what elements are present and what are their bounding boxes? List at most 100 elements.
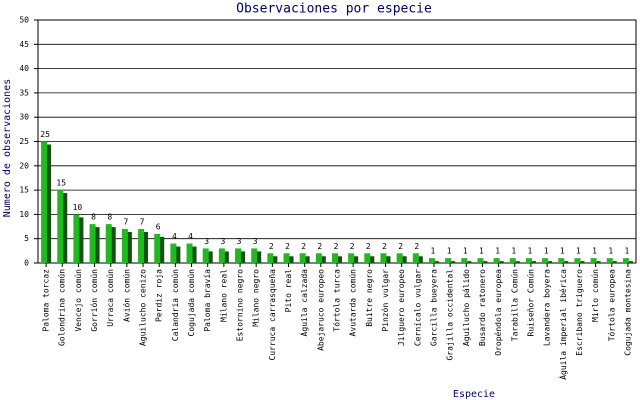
x-tick-label: Águila imperial ibérica — [557, 269, 568, 380]
value-label: 1 — [431, 247, 436, 256]
bar-shadow — [61, 193, 68, 263]
x-tick-label: Perdiz roja — [155, 269, 164, 322]
value-label: 15 — [56, 179, 66, 188]
bar — [574, 258, 581, 263]
value-label: 3 — [253, 237, 258, 246]
x-tick-label: Lavandera boyera — [543, 269, 552, 346]
x-tick-label: Busardo ratonero — [478, 269, 487, 346]
bar-shadow — [190, 246, 197, 263]
bar-shadow — [578, 261, 585, 263]
value-label: 7 — [140, 217, 145, 226]
x-tick-label: Pinzón vulgar — [380, 269, 390, 332]
bar-shadow — [77, 217, 84, 263]
value-label: 1 — [463, 247, 468, 256]
x-tick-label: Tórtola europea — [606, 269, 616, 341]
bar-shadow — [497, 261, 504, 263]
value-label: 4 — [188, 232, 193, 241]
x-tick-label: Avión común — [121, 269, 131, 322]
bar-shadow — [594, 261, 601, 263]
value-label: 2 — [350, 242, 355, 251]
bar — [105, 224, 112, 263]
value-label: 2 — [301, 242, 306, 251]
y-tick-label: 35 — [19, 88, 29, 97]
bar — [283, 253, 290, 263]
bar-shadow — [610, 261, 617, 263]
x-tick-label: Tórtola turca — [332, 269, 342, 332]
y-tick-label: 15 — [19, 186, 29, 195]
x-tick-label: Jilguero europeo — [397, 269, 406, 346]
bar-shadow — [529, 261, 536, 263]
x-tick-label: Buitre negro — [365, 269, 374, 327]
bar — [380, 253, 387, 263]
x-tick-label: Grajilla occidental — [446, 269, 455, 361]
x-tick-label: Milano real — [219, 269, 228, 322]
bar-shadow — [125, 231, 132, 263]
bar-shadow — [432, 261, 439, 263]
value-label: 3 — [220, 237, 225, 246]
bar-shadow — [546, 261, 553, 263]
bar — [138, 228, 145, 263]
x-tick-label: Cernícalo vulgar — [413, 269, 422, 346]
value-label: 1 — [479, 247, 484, 256]
x-tick-label: Gorrión común — [89, 269, 99, 332]
value-label: 1 — [528, 247, 533, 256]
y-tick-label: 45 — [19, 40, 29, 49]
value-label: 1 — [544, 247, 549, 256]
chart-title: Observaciones por especie — [236, 2, 432, 17]
bar — [477, 258, 484, 263]
bar-shadow — [384, 256, 391, 263]
bar — [509, 258, 516, 263]
bar-shadow — [109, 227, 116, 263]
value-label: 1 — [576, 247, 581, 256]
bar-shadow — [239, 251, 246, 263]
bar — [364, 253, 371, 263]
x-tick-label: Golondrina común — [58, 269, 67, 346]
value-label: 1 — [511, 247, 516, 256]
bar-shadow — [626, 261, 633, 263]
y-tick-label: 5 — [24, 234, 29, 243]
bar — [218, 248, 225, 263]
bar — [622, 258, 629, 263]
x-axis-label: Especie — [453, 389, 495, 400]
bar-shadow — [303, 256, 310, 263]
x-tick-label: Tarabilla Común — [510, 269, 519, 341]
value-label: 1 — [592, 247, 597, 256]
bar — [332, 253, 338, 263]
value-label: 2 — [366, 242, 371, 251]
value-label: 2 — [414, 242, 419, 251]
x-tick-label: Aguilucho cenizo — [139, 269, 148, 346]
value-label: 2 — [398, 242, 403, 251]
bar-shadow — [93, 227, 100, 263]
y-axis-label: Numero de observaciones — [2, 79, 13, 217]
value-label: 2 — [285, 242, 290, 251]
x-tick-label: Paloma torcaz — [42, 269, 51, 332]
bar-shadow — [336, 256, 342, 263]
value-label: 8 — [107, 213, 112, 222]
x-tick-label: Milano negro — [252, 269, 261, 327]
y-tick-label: 25 — [19, 137, 29, 146]
bar — [445, 258, 452, 263]
bar — [558, 258, 565, 263]
y-tick-label: 30 — [19, 113, 29, 122]
value-label: 8 — [91, 213, 96, 222]
bar — [57, 190, 64, 263]
bar-shadow — [142, 231, 149, 263]
value-label: 3 — [237, 237, 242, 246]
value-label: 2 — [334, 242, 339, 251]
y-tick-label: 0 — [24, 259, 29, 268]
x-tick-label: Curruca carrasqueña — [268, 269, 277, 361]
value-label: 1 — [608, 247, 613, 256]
bar — [89, 224, 96, 263]
value-label: 2 — [382, 242, 387, 251]
value-label: 25 — [40, 130, 50, 139]
bar — [235, 248, 242, 263]
x-tick-label: Vencejo común — [74, 269, 83, 332]
bar-shadow — [319, 256, 326, 263]
bar-shadow — [562, 261, 569, 263]
x-tick-label: Cogujada común — [187, 269, 196, 337]
bar-shadow — [174, 246, 181, 263]
bar — [412, 253, 419, 263]
x-tick-label: Oropéndola europea — [493, 269, 503, 356]
bar — [251, 248, 258, 263]
